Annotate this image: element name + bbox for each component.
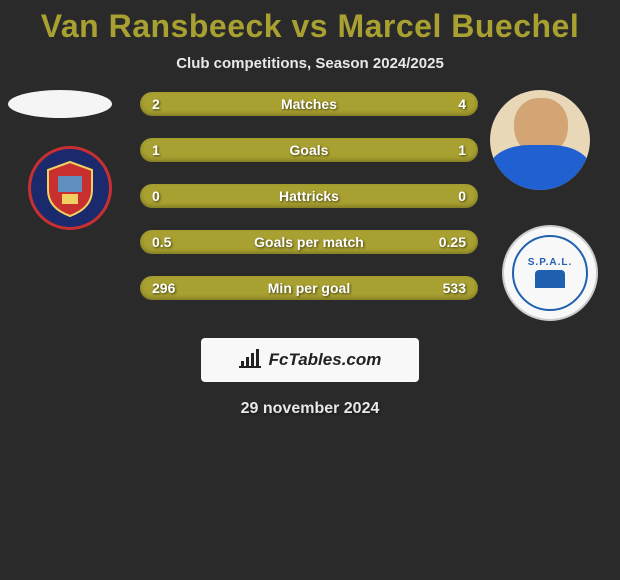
- subtitle: Club competitions, Season 2024/2025: [0, 55, 620, 72]
- stat-left-value: 2: [152, 96, 160, 112]
- stat-label: Goals per match: [140, 234, 478, 250]
- page-title: Van Ransbeeck vs Marcel Buechel: [0, 0, 620, 45]
- stat-left-value: 296: [152, 280, 175, 296]
- stat-label: Hattricks: [140, 188, 478, 204]
- stat-row: 296 Min per goal 533: [140, 276, 478, 300]
- player-right-avatar: [490, 90, 590, 190]
- stats-bars: 2 Matches 4 1 Goals 1 0 Hattricks 0 0.5 …: [140, 92, 478, 322]
- stat-row: 2 Matches 4: [140, 92, 478, 116]
- watermark: FcTables.com: [201, 338, 419, 382]
- stat-left-value: 0: [152, 188, 160, 204]
- player-right-club-badge: S.P.A.L.: [502, 225, 598, 321]
- watermark-text: FcTables.com: [269, 350, 382, 370]
- player-left-avatar: [8, 90, 112, 118]
- stat-right-value: 0: [458, 188, 466, 204]
- stat-right-value: 1: [458, 142, 466, 158]
- comparison-panel: S.P.A.L. 2 Matches 4 1 Goals 1 0 Hattric…: [0, 90, 620, 330]
- crest-icon: [40, 158, 100, 218]
- stat-label: Min per goal: [140, 280, 478, 296]
- stat-left-value: 0.5: [152, 234, 171, 250]
- stat-row: 0.5 Goals per match 0.25: [140, 230, 478, 254]
- badge-ring: [512, 235, 588, 311]
- bar-chart-icon: [239, 347, 263, 374]
- stat-row: 0 Hattricks 0: [140, 184, 478, 208]
- stat-right-value: 4: [458, 96, 466, 112]
- stat-left-value: 1: [152, 142, 160, 158]
- player-left-club-badge: [28, 146, 112, 230]
- stat-row: 1 Goals 1: [140, 138, 478, 162]
- stat-label: Matches: [140, 96, 478, 112]
- date: 29 november 2024: [0, 400, 620, 418]
- stat-label: Goals: [140, 142, 478, 158]
- stat-right-value: 533: [443, 280, 466, 296]
- stat-right-value: 0.25: [439, 234, 466, 250]
